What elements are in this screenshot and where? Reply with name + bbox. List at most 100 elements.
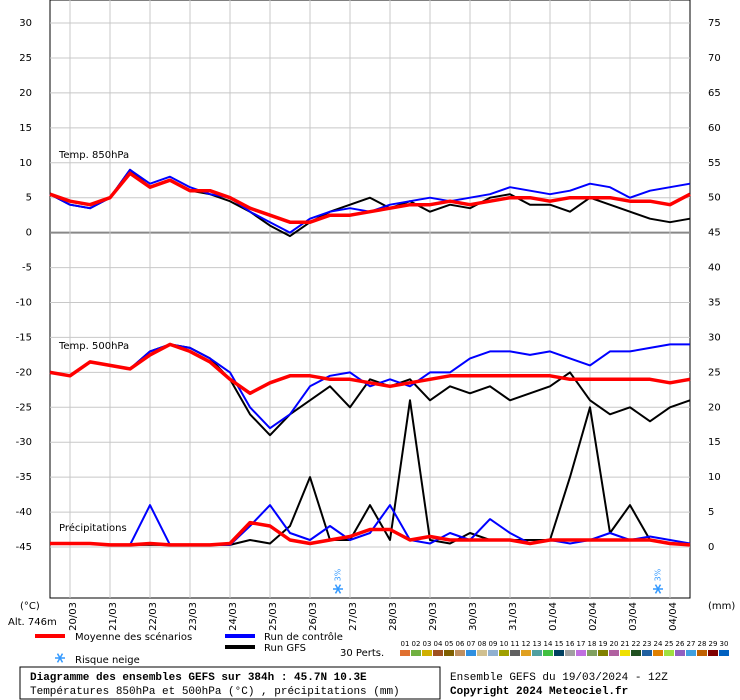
perturbation-number: 06 xyxy=(456,640,465,648)
legend-label: Run de contrôle xyxy=(264,631,343,643)
y2-tick-label: 10 xyxy=(708,472,721,483)
perturbation-number: 30 xyxy=(720,640,729,648)
perturbation-swatch xyxy=(675,650,685,656)
snow-icon-stroke xyxy=(654,584,662,594)
perturbation-number: 08 xyxy=(478,640,487,648)
perturbation-swatch xyxy=(620,650,630,656)
perturbation-number: 26 xyxy=(676,640,685,648)
perturbation-swatch xyxy=(532,650,542,656)
snow-icon xyxy=(333,584,343,594)
y-tick-label: -15 xyxy=(16,332,32,343)
x-tick-label: 27/03 xyxy=(348,602,359,631)
perturbation-swatch xyxy=(499,650,509,656)
y-tick-label: 0 xyxy=(26,228,32,239)
perturbation-number: 15 xyxy=(555,640,564,648)
series-line xyxy=(49,171,691,224)
perturbation-swatch xyxy=(708,650,718,656)
perturbation-label: 30 Perts. xyxy=(340,648,384,659)
perturbation-number: 24 xyxy=(654,640,663,648)
x-tick-label: 04/04 xyxy=(668,602,679,631)
y2-tick-label: 75 xyxy=(708,18,721,29)
perturbation-number: 22 xyxy=(632,640,641,648)
perturbation-swatch xyxy=(433,650,443,656)
footer-subtitle: Températures 850hPa et 500hPa (°C) , pré… xyxy=(30,686,400,698)
perturbation-swatch xyxy=(576,650,586,656)
series-line xyxy=(49,343,690,430)
legend-label: Moyenne des scénarios xyxy=(75,631,192,643)
perturbation-swatch xyxy=(444,650,454,656)
snow-risk-label: 3% xyxy=(654,568,663,581)
y2-tick-label: 55 xyxy=(708,158,721,169)
y-tick-label: -40 xyxy=(16,507,32,518)
y-tick-label: -25 xyxy=(16,402,32,413)
snow-icon xyxy=(55,653,65,663)
perturbation-swatch xyxy=(719,650,729,656)
perturbation-number: 07 xyxy=(467,640,476,648)
series-line xyxy=(49,342,691,396)
snow-icon-stroke xyxy=(334,584,342,594)
snow-icon xyxy=(653,584,663,594)
x-tick-label: 30/03 xyxy=(468,602,479,631)
perturbation-swatch xyxy=(422,650,432,656)
y2-tick-label: 30 xyxy=(708,332,721,343)
snow-icon-stroke xyxy=(56,653,64,663)
x-tick-label: 02/04 xyxy=(588,602,599,631)
perturbation-swatch xyxy=(565,650,575,656)
x-tick-label: 03/04 xyxy=(628,602,639,631)
footer-box xyxy=(19,666,441,700)
perturbation-swatch xyxy=(587,650,597,656)
y2-tick-label: 50 xyxy=(708,193,721,204)
y2-tick-label: 15 xyxy=(708,437,721,448)
x-tick-label: 28/03 xyxy=(388,602,399,631)
annotation-precip: Précipitations xyxy=(59,522,127,534)
y2-tick-label: 40 xyxy=(708,263,721,274)
y-tick-label: -35 xyxy=(16,472,32,483)
perturbation-number: 04 xyxy=(434,640,443,648)
plot-frame xyxy=(49,0,691,599)
perturbation-swatch xyxy=(466,650,476,656)
y2-tick-label: 20 xyxy=(708,402,721,413)
perturbation-number: 03 xyxy=(423,640,432,648)
perturbation-swatch xyxy=(631,650,641,656)
x-tick-label: 24/03 xyxy=(228,602,239,631)
perturbation-swatch xyxy=(554,650,564,656)
perturbation-number: 18 xyxy=(588,640,597,648)
perturbation-number: 21 xyxy=(621,640,630,648)
x-tick-label: 21/03 xyxy=(108,602,119,631)
perturbation-swatch xyxy=(653,650,663,656)
x-tick-label: 23/03 xyxy=(188,602,199,631)
perturbation-number: 17 xyxy=(577,640,586,648)
y-tick-label: -10 xyxy=(16,297,32,308)
y2-tick-label: 45 xyxy=(708,228,721,239)
y2-tick-label: 0 xyxy=(708,542,714,553)
y2-unit: (mm) xyxy=(708,601,735,612)
perturbation-swatch xyxy=(477,650,487,656)
snow-risk-label: 3% xyxy=(334,568,343,581)
y2-tick-label: 35 xyxy=(708,297,721,308)
y2-tick-label: 5 xyxy=(708,507,714,518)
perturbation-number: 09 xyxy=(489,640,498,648)
perturbation-number: 23 xyxy=(643,640,652,648)
perturbation-number: 10 xyxy=(500,640,509,648)
y-tick-label: -20 xyxy=(16,367,32,378)
perturbation-swatch xyxy=(521,650,531,656)
x-tick-label: 01/04 xyxy=(548,602,559,631)
perturbation-swatch xyxy=(686,650,696,656)
y-tick-label: 15 xyxy=(19,123,32,134)
perturbation-number: 02 xyxy=(412,640,421,648)
altitude: Alt. 746m xyxy=(8,617,57,628)
perturbation-number: 27 xyxy=(687,640,696,648)
perturbation-swatch xyxy=(642,650,652,656)
perturbation-swatch xyxy=(543,650,553,656)
footer-run: Ensemble GEFS du 19/03/2024 - 12Z xyxy=(450,672,668,684)
x-tick-label: 26/03 xyxy=(308,602,319,631)
x-tick-label: 29/03 xyxy=(428,602,439,631)
perturbation-number: 01 xyxy=(401,640,410,648)
y-tick-label: 25 xyxy=(19,53,32,64)
perturbation-swatch xyxy=(697,650,707,656)
perturbation-number: 28 xyxy=(698,640,707,648)
footer-title: Diagramme des ensembles GEFS sur 384h : … xyxy=(30,672,367,684)
y-tick-label: -30 xyxy=(16,437,32,448)
y-tick-label: -45 xyxy=(16,542,32,553)
perturbation-swatch xyxy=(455,650,465,656)
